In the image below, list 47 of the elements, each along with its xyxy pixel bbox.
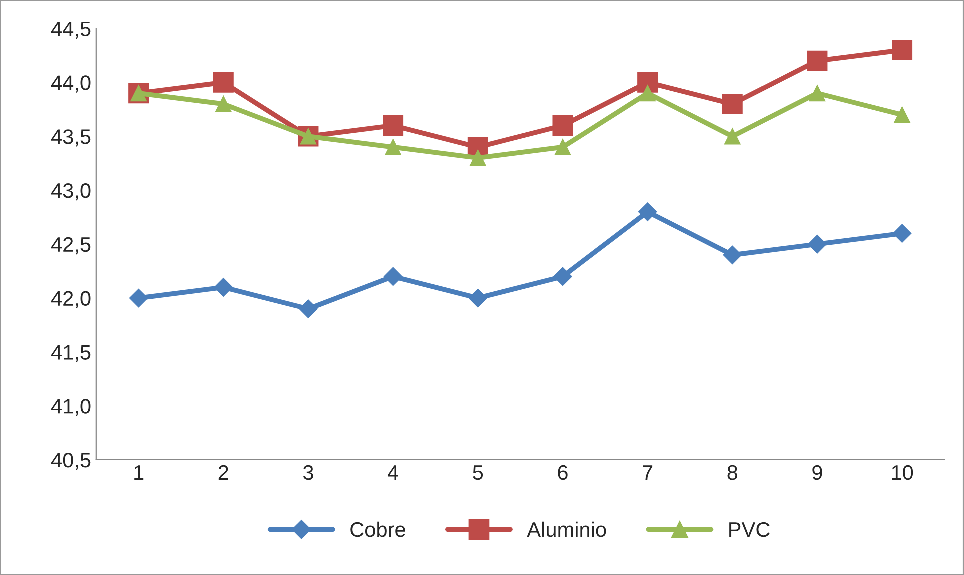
point <box>638 72 658 93</box>
y-tick-label: 43,5 <box>51 130 91 147</box>
x-tick-label: 9 <box>812 465 822 480</box>
point <box>468 288 488 308</box>
x-tick-label: 4 <box>388 466 398 480</box>
x-tick-label: 1 <box>134 466 144 480</box>
point <box>384 267 403 286</box>
point <box>214 278 234 297</box>
x-tick-label: 8 <box>728 465 738 480</box>
point <box>892 224 912 243</box>
point <box>809 85 826 102</box>
x-tick-label: 6 <box>558 465 568 480</box>
point <box>807 50 828 72</box>
x-tick-label: 2 <box>218 465 228 480</box>
legend-label: Cobre <box>350 522 406 538</box>
x-tick-label: 3 <box>303 465 314 480</box>
point <box>894 106 910 124</box>
point <box>383 116 404 136</box>
point <box>722 94 743 114</box>
point <box>129 288 148 308</box>
point <box>638 202 658 222</box>
point <box>723 246 742 265</box>
point <box>213 72 234 93</box>
x-tick-label: 7 <box>643 466 653 480</box>
point <box>554 267 572 286</box>
y-tick-label: 40,5 <box>51 453 91 470</box>
y-tick-label: 42,5 <box>51 237 91 255</box>
point <box>724 128 741 145</box>
point <box>552 116 574 136</box>
point <box>385 139 402 156</box>
point <box>215 96 232 112</box>
legend-label: Aluminio <box>527 522 606 538</box>
x-tick-label: 5 <box>473 466 484 480</box>
y-tick-label: 44,5 <box>51 22 91 39</box>
point <box>470 150 486 166</box>
y-tick-label: 42,0 <box>51 291 91 308</box>
point <box>640 85 656 102</box>
point <box>554 139 572 156</box>
point <box>892 40 913 61</box>
point <box>808 235 827 254</box>
legend-label: PVC <box>730 522 770 538</box>
point <box>299 300 318 318</box>
y-tick-label: 41,0 <box>51 399 91 416</box>
y-tick-label: 41,5 <box>51 345 91 362</box>
y-tick-label: 43,0 <box>51 183 91 201</box>
x-tick-label: 10 <box>892 465 914 480</box>
y-tick-label: 44,0 <box>51 76 91 93</box>
